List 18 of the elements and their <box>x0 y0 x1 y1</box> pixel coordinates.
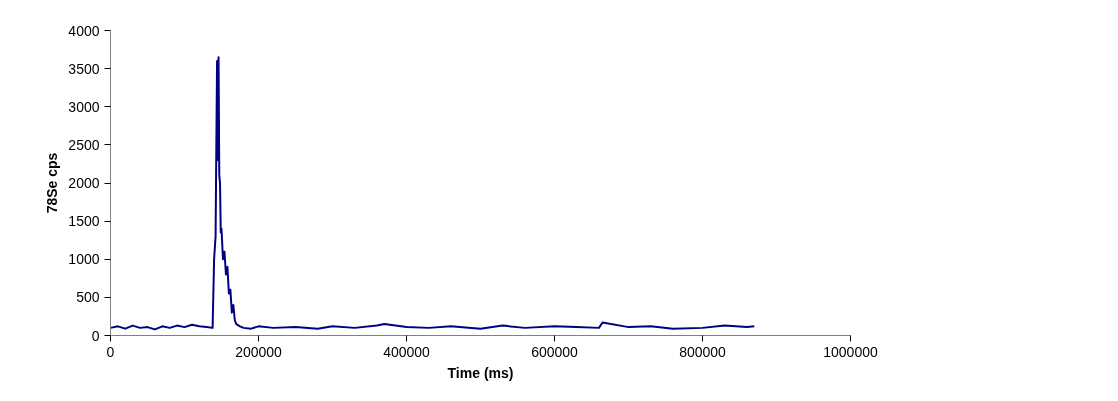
y-tick-label: 3000 <box>68 98 100 115</box>
x-tick-label: 800000 <box>679 343 727 360</box>
x-tick-label: 200000 <box>235 343 283 360</box>
y-tick-label: 2500 <box>68 136 100 153</box>
x-axis-title: Time (ms) <box>447 364 514 381</box>
y-tick-label: 2000 <box>68 175 100 191</box>
y-axis-title: 78Se cps <box>44 152 61 214</box>
y-tick-label: 4000 <box>68 22 100 39</box>
x-tick-label: 0 <box>106 343 115 360</box>
y-tick-label: 1000 <box>68 251 100 268</box>
y-tick-label: 1500 <box>68 213 100 230</box>
line-series <box>110 56 756 331</box>
y-tick-label: 3500 <box>68 60 100 77</box>
x-tick-label: 400000 <box>383 343 431 360</box>
x-tick-label: 600000 <box>531 343 579 360</box>
y-tick-label: 0 <box>91 327 100 344</box>
x-tick-label: 1000000 <box>823 343 878 360</box>
y-tick-label: 500 <box>76 289 100 306</box>
